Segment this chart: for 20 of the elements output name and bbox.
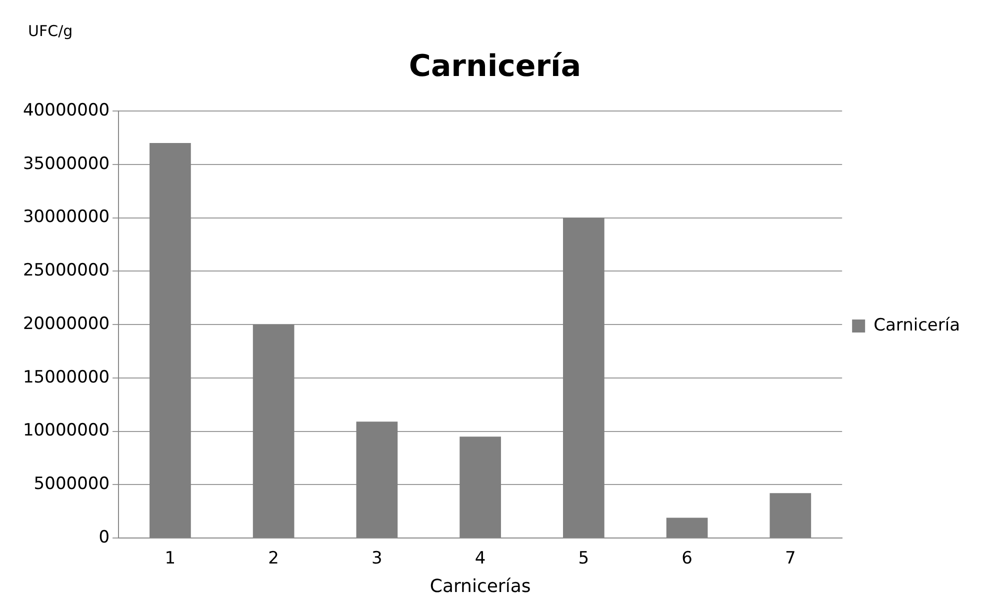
x-axis-title: Carnicerías (430, 576, 531, 597)
y-tick-label: 15000000 (22, 367, 110, 388)
x-tick-label: 5 (578, 548, 590, 569)
x-tick-label: 6 (682, 548, 692, 569)
x-tick-label: 1 (164, 548, 176, 569)
x-tick-label: 4 (474, 548, 486, 569)
y-tick-label: 30000000 (22, 207, 110, 228)
chart-title: Carnicería (408, 48, 582, 84)
y-tick-label: 0 (98, 527, 110, 548)
y-axis-title: UFC/g (28, 22, 73, 40)
y-tick-label: 10000000 (22, 420, 110, 441)
y-tick-label: 25000000 (22, 260, 110, 281)
x-tick-label: 7 (784, 548, 796, 569)
x-tick-label: 3 (372, 548, 382, 569)
y-tick-label: 40000000 (22, 100, 110, 120)
legend-label: Carnicería (874, 315, 960, 336)
y-tick-label: 20000000 (22, 314, 110, 334)
y-tick-label: 5000000 (34, 474, 110, 494)
y-tick-label: 35000000 (22, 154, 110, 174)
x-tick-label: 2 (268, 548, 279, 569)
